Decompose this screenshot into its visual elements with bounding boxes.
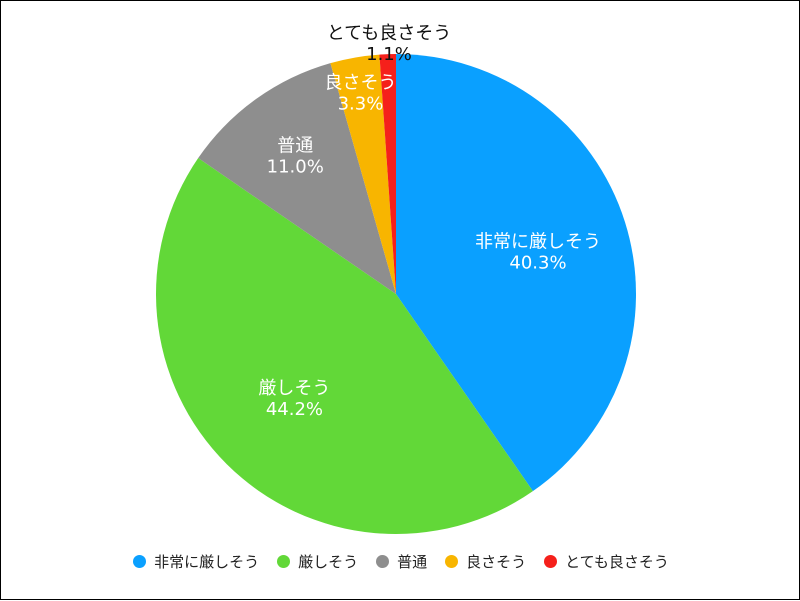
- legend-label: 普通: [397, 552, 428, 571]
- legend-marker-icon: [277, 554, 291, 568]
- slice-label-name-2: 厳しそう: [258, 378, 330, 399]
- legend-item-2: 厳しそう: [277, 551, 358, 572]
- legend-item-1: 非常に厳しそう: [133, 551, 259, 572]
- legend-label: 非常に厳しそう: [154, 552, 260, 571]
- slice-label-value-5: 1.1%: [366, 44, 412, 65]
- slice-label-name-3: 普通: [277, 136, 313, 157]
- legend-label: とても良さそう: [565, 552, 669, 571]
- slice-label-name-4: 良さそう: [324, 73, 396, 94]
- legend-marker-icon: [133, 554, 147, 568]
- pie-slice-5: [379, 54, 396, 294]
- slice-label-value-1: 40.3%: [509, 253, 566, 274]
- legend-item-5: とても良さそう: [544, 551, 669, 572]
- slice-label-value-3: 11.0%: [267, 157, 324, 178]
- pie-slice-1: [396, 54, 637, 492]
- legend-item-4: 良さそう: [445, 551, 526, 572]
- legend-marker-icon: [544, 554, 558, 568]
- pie-slices: [155, 54, 637, 535]
- slice-label-name-1: 非常に厳しそう: [475, 232, 601, 253]
- legend-label: 良さそう: [466, 552, 527, 571]
- legend-label: 厳しそう: [298, 552, 359, 571]
- pie-slice-3: [198, 63, 396, 294]
- slice-label-name-5: とても良さそう: [327, 23, 452, 44]
- slice-label-value-4: 3.3%: [338, 94, 384, 115]
- legend-item-3: 普通: [376, 551, 427, 572]
- slice-label-value-2: 44.2%: [266, 399, 323, 420]
- legend-marker-icon: [445, 554, 459, 568]
- legend: 非常に厳しそう 厳しそう 普通 良さそう とても良さそう: [1, 549, 800, 573]
- pie-slice-4: [330, 54, 396, 295]
- legend-marker-icon: [376, 554, 390, 568]
- pie-slice-2: [155, 158, 533, 535]
